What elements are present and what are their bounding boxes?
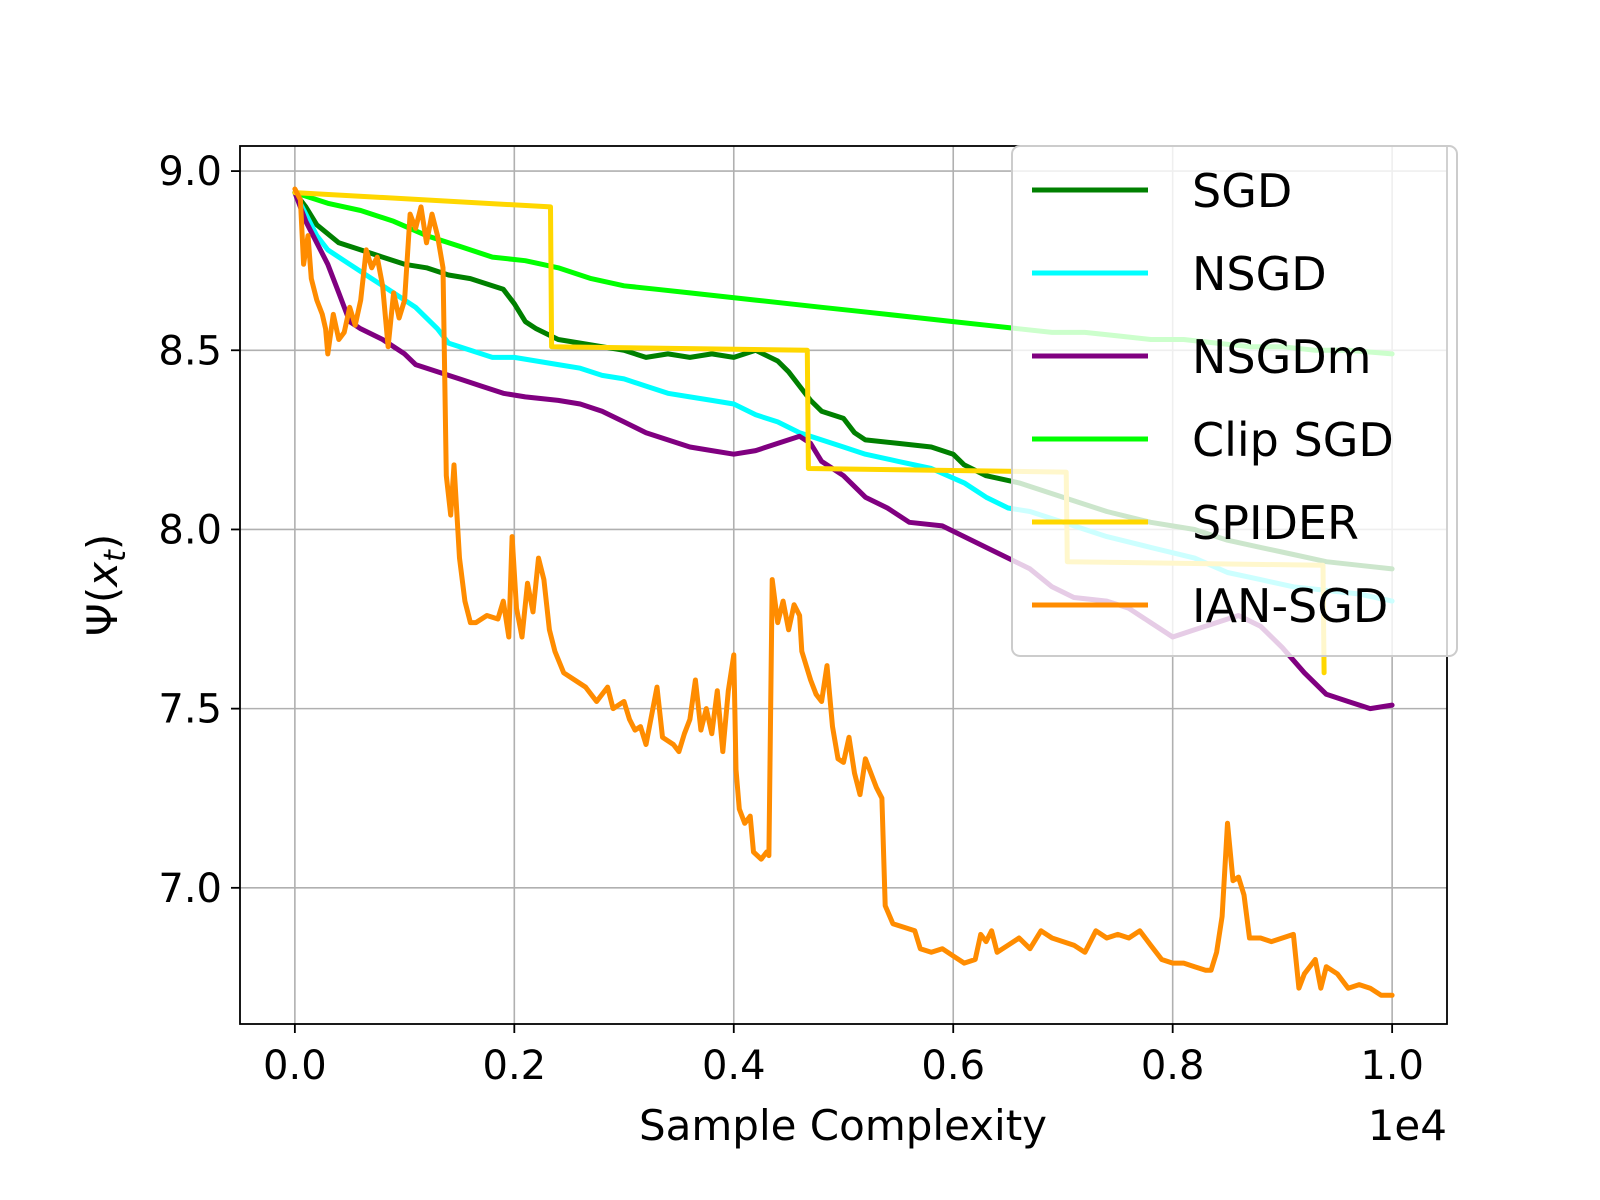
series-line-ian-sgd [292, 186, 1395, 998]
x-tick-label: 0.0 [263, 1043, 327, 1089]
legend-label-clip-sgd: Clip SGD [1192, 413, 1394, 467]
x-axis-label: Sample Complexity [639, 1101, 1047, 1150]
x-axis-ticks: 0.0 0.2 0.4 0.6 0.8 1.0 [263, 1024, 1424, 1089]
x-tick-label: 0.6 [921, 1043, 985, 1089]
x-tick-label: 0.8 [1141, 1043, 1205, 1089]
legend-label-sgd: SGD [1192, 164, 1292, 218]
legend-label-nsgd: NSGD [1192, 247, 1327, 301]
y-tick-label: 7.0 [158, 866, 222, 912]
x-tick-label: 0.4 [702, 1043, 766, 1089]
x-axis-offset: 1e4 [1368, 1101, 1447, 1150]
legend-entries: SGD NSGD NSGDm Clip SGD SPIDER IAN-SGD [1032, 164, 1394, 633]
x-tick-label: 0.2 [483, 1043, 547, 1089]
y-axis-ticks: 7.0 7.5 8.0 8.5 9.0 [158, 149, 240, 912]
legend-label-spider: SPIDER [1192, 496, 1359, 550]
y-tick-label: 9.0 [158, 149, 222, 195]
y-tick-label: 7.5 [158, 687, 222, 733]
y-axis-label: Ψ(xt) [78, 534, 133, 636]
legend-label-ian-sgd: IAN-SGD [1192, 579, 1388, 633]
y-tick-label: 8.0 [158, 507, 222, 553]
x-tick-label: 1.0 [1360, 1043, 1424, 1089]
legend: SGD NSGD NSGDm Clip SGD SPIDER IAN-SGD [1011, 145, 1458, 657]
y-tick-label: 8.5 [158, 328, 222, 374]
legend-label-nsgdm: NSGDm [1192, 330, 1372, 384]
